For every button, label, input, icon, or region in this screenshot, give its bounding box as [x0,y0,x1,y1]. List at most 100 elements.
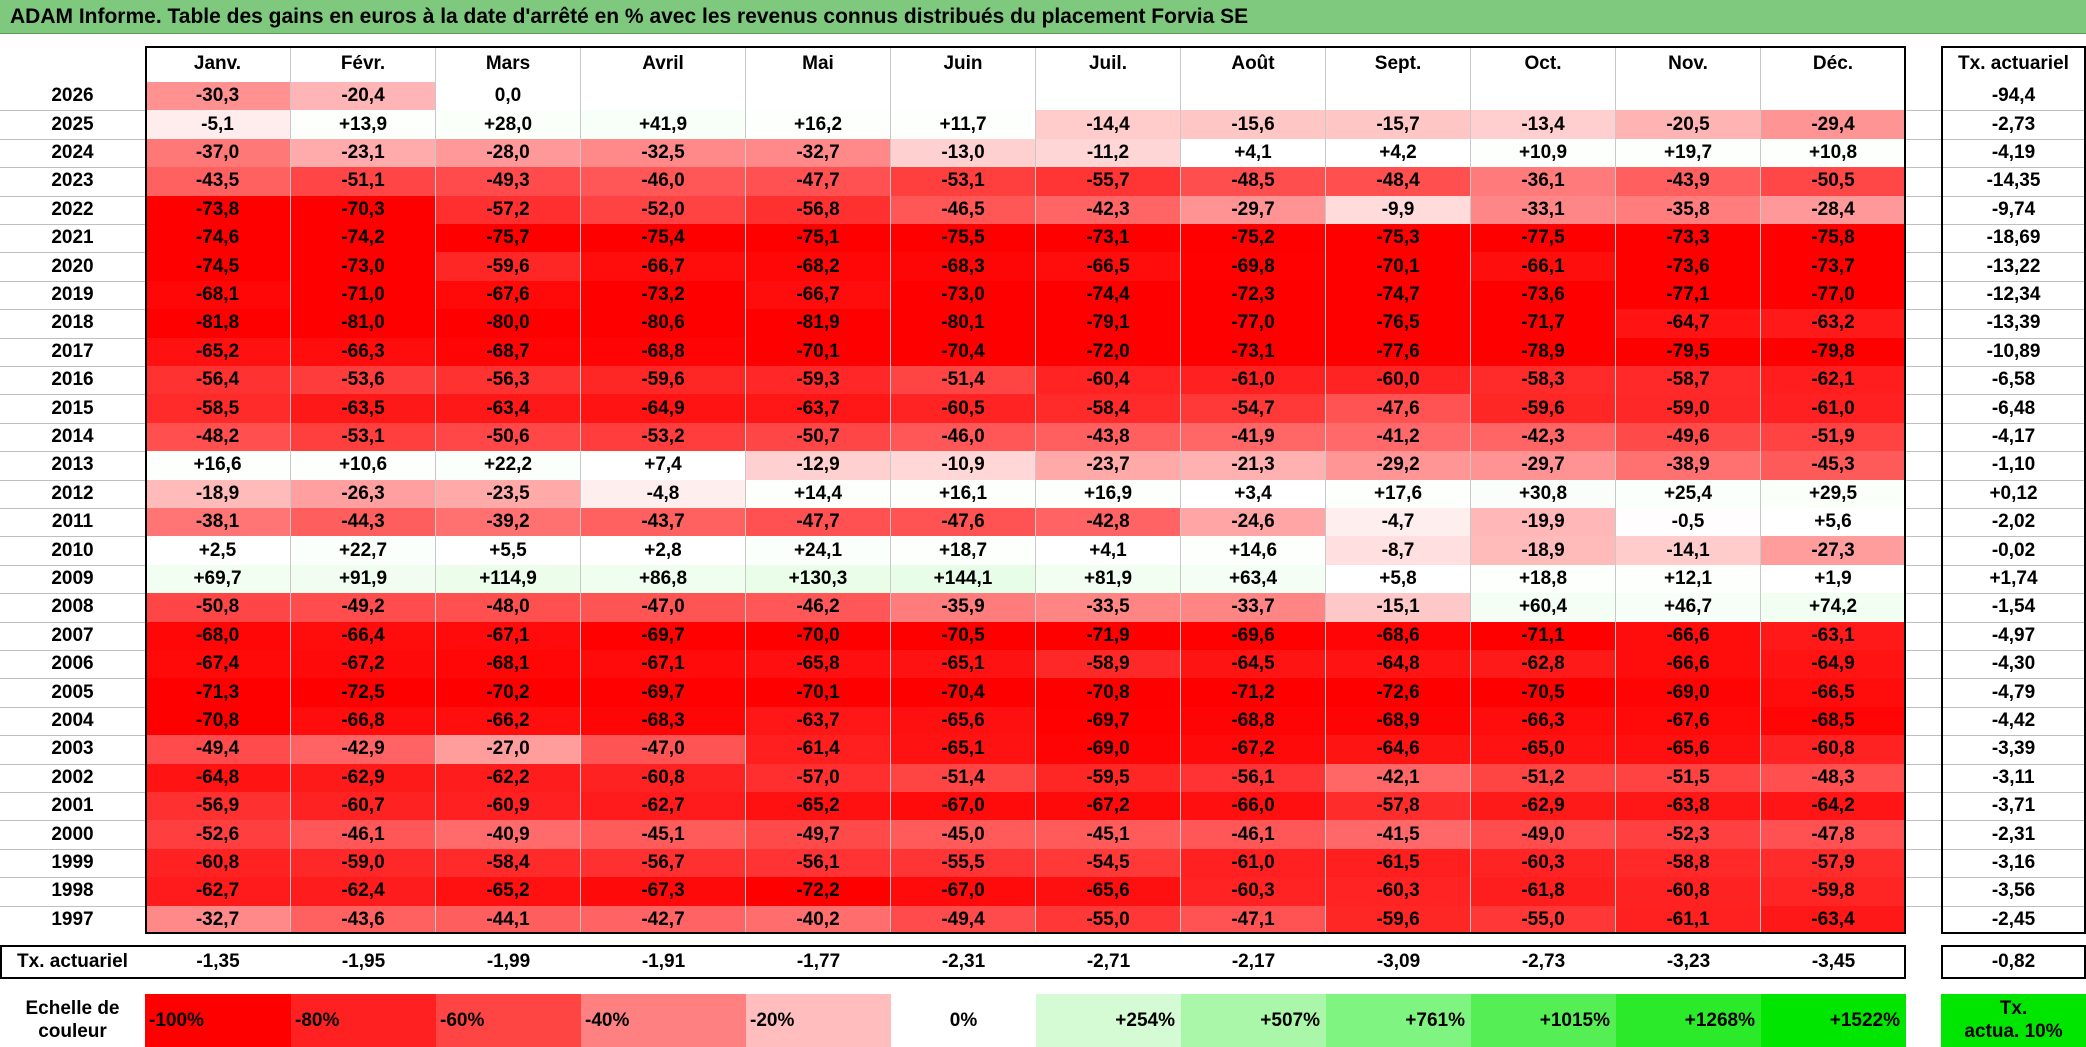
value-cell: -47,0 [581,735,746,764]
footer-rate-cell: -1,77 [796,951,841,972]
value-cell: -68,5 [1761,706,1906,736]
value-cell: +46,7 [1616,593,1761,622]
value-cell: +16,9 [1036,479,1181,508]
scale-label: Echelle de couleur [0,994,145,1047]
value-cell: -46,1 [1181,820,1326,849]
value-cell: -70,3 [291,195,436,224]
rate-cell: -2,73 [1991,113,2036,135]
value-cell: -43,9 [1616,167,1761,196]
value-cell: -73,0 [291,252,436,281]
value-cell: -79,5 [1616,337,1761,366]
value-cell: -48,4 [1326,167,1471,196]
value-cell: -23,7 [1036,451,1181,480]
scale-swatch: -20% [746,994,891,1047]
value-cell: -59,6 [1326,905,1471,934]
value-cell: -72,0 [1036,337,1181,366]
footer-label: Tx. actuariel [17,951,128,972]
value-cell: -41,5 [1326,820,1471,849]
value-cell: -26,3 [291,479,436,508]
rate-cell: -4,97 [1991,624,2036,646]
value-cell: -67,4 [145,650,291,679]
value-cell: -66,7 [746,280,891,310]
value-cell: -73,3 [1616,224,1761,253]
value-cell: +14,6 [1181,536,1326,565]
value-cell: -32,5 [581,138,746,168]
value-cell: +10,8 [1761,138,1906,168]
value-cell: -43,7 [581,508,746,537]
value-cell: -79,1 [1036,309,1181,338]
value-cell: -51,2 [1471,763,1616,792]
value-cell: -65,6 [1616,735,1761,764]
month-header: Août [1181,46,1326,82]
value-cell: -78,9 [1471,337,1616,366]
value-cell: -53,1 [891,167,1036,196]
value-cell: -77,6 [1326,337,1471,366]
value-cell: -54,5 [1036,848,1181,878]
value-cell: -73,6 [1616,252,1761,281]
value-cell: -42,3 [1036,195,1181,224]
value-cell: +16,2 [746,110,891,139]
rate-cell: -3,56 [1991,880,2036,902]
value-cell: -27,3 [1761,536,1906,565]
value-cell: -69,7 [1036,706,1181,736]
value-cell: -52,3 [1616,820,1761,849]
value-cell: +10,6 [291,451,436,480]
value-cell: +2,5 [145,536,291,565]
value-cell: -58,8 [1616,848,1761,878]
value-cell: -51,4 [891,366,1036,395]
value-cell: -18,9 [145,479,291,508]
value-cell: -66,7 [581,252,746,281]
value-cell: -32,7 [746,138,891,168]
rate-cell: -14,35 [1986,170,2041,192]
value-cell: -60,8 [581,763,746,792]
value-cell: -75,8 [1761,224,1906,253]
value-cell: -66,0 [1181,792,1326,821]
value-cell: -58,9 [1036,650,1181,679]
value-cell: -73,0 [891,280,1036,310]
value-cell: -44,1 [436,905,581,934]
value-cell: -64,9 [581,394,746,423]
value-cell: -0,5 [1616,508,1761,537]
value-cell: -57,9 [1761,848,1906,878]
scale-rate-line1: Tx. [1999,997,2028,1019]
value-cell: -68,2 [746,252,891,281]
value-cell: -61,0 [1181,848,1326,878]
scale-swatch: -40% [581,994,746,1047]
scale-label-line1: Echelle de [25,997,120,1019]
value-cell: -71,9 [1036,621,1181,650]
value-cell [1036,82,1181,111]
rate-cell: -10,89 [1986,340,2041,362]
value-cell: -65,2 [746,792,891,821]
value-cell: -67,2 [1036,792,1181,821]
month-header: Nov. [1616,46,1761,82]
value-cell: -63,1 [1761,621,1906,650]
value-cell: -46,2 [746,593,891,622]
value-cell: -80,1 [891,309,1036,338]
value-cell: -36,1 [1471,167,1616,196]
value-cell: -64,7 [1616,309,1761,338]
value-cell: +30,8 [1471,479,1616,508]
value-cell: -75,1 [746,224,891,253]
value-cell: -73,1 [1181,337,1326,366]
value-cell: -61,1 [1616,905,1761,934]
value-cell: -80,0 [436,309,581,338]
value-cell: -81,0 [291,309,436,338]
value-cell: -35,8 [1616,195,1761,224]
value-cell: -44,3 [291,508,436,537]
value-cell: -51,4 [891,763,1036,792]
value-cell: -74,6 [145,224,291,253]
value-cell: -53,6 [291,366,436,395]
value-cell: +16,6 [145,451,291,480]
value-cell: +4,1 [1181,138,1326,168]
value-cell: -63,7 [746,394,891,423]
value-cell: -32,7 [145,905,291,934]
footer-rate-cell: -3,09 [1376,951,1421,972]
value-cell: -67,2 [1181,735,1326,764]
value-cell: -12,9 [746,451,891,480]
value-cell: -57,8 [1326,792,1471,821]
value-cell: -39,2 [436,508,581,537]
value-cell: -63,5 [291,394,436,423]
value-cell: -64,9 [1761,650,1906,679]
value-cell: -4,8 [581,479,746,508]
value-cell: -60,3 [1326,877,1471,906]
